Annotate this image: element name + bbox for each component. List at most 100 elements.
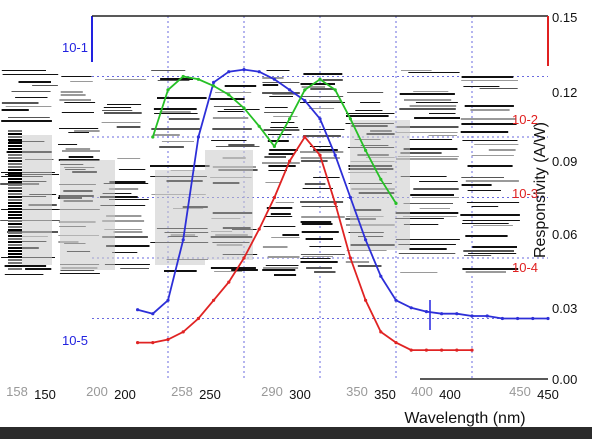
data-point	[364, 298, 368, 302]
noise-stripe	[8, 259, 22, 261]
data-point	[318, 153, 322, 157]
noise-stripe	[413, 91, 449, 92]
data-point	[257, 124, 261, 128]
noise-stripe	[8, 154, 22, 156]
noise-stripe	[462, 140, 518, 141]
noise-stripe	[160, 78, 193, 80]
noise-stripe	[215, 146, 260, 147]
noise-stripe	[103, 183, 149, 184]
noise-stripe	[357, 265, 382, 267]
noise-stripe	[309, 246, 342, 247]
noise-stripe	[262, 246, 288, 248]
noise-stripe	[462, 220, 520, 221]
noise-stripe	[300, 201, 344, 203]
noise-stripe	[100, 205, 146, 206]
x-tick-label: 150	[34, 387, 56, 402]
right-y-tick-label: 0.00	[552, 372, 577, 387]
noise-stripe	[263, 129, 300, 131]
x-tick-label: 300	[289, 387, 311, 402]
noise-stripe	[8, 184, 22, 186]
noise-stripe	[347, 92, 384, 93]
noise-stripe	[8, 193, 22, 195]
data-point	[485, 314, 489, 318]
noise-stripe	[462, 268, 519, 270]
noise-stripe	[301, 231, 339, 233]
noise-stripe	[8, 241, 22, 243]
noise-stripe	[265, 216, 293, 217]
noise-block	[22, 135, 52, 265]
noise-stripe	[215, 92, 252, 93]
right-y-tick-label: 0.03	[552, 301, 577, 316]
noise-stripe	[270, 213, 291, 215]
noise-stripe	[157, 97, 207, 99]
noise-stripe	[266, 207, 293, 209]
noise-stripe	[4, 265, 47, 267]
noise-stripe	[74, 130, 100, 132]
x-axis-title: Wavelength (nm)	[404, 410, 525, 427]
noise-stripe	[151, 128, 201, 130]
noise-stripe	[8, 148, 22, 150]
data-point	[272, 144, 276, 148]
x-tick-label: 200	[114, 387, 136, 402]
noise-stripe	[8, 211, 22, 213]
noise-stripe	[1, 102, 39, 104]
noise-stripe	[301, 206, 338, 207]
noise-stripe	[210, 98, 245, 100]
noise-stripe	[275, 202, 294, 203]
noise-stripe	[68, 132, 89, 133]
noise-stripe	[266, 70, 290, 71]
data-point	[348, 117, 352, 121]
noise-stripe	[8, 160, 22, 162]
data-point	[136, 308, 140, 312]
noise-stripe	[300, 102, 345, 103]
noise-stripe	[8, 214, 22, 216]
data-point	[212, 80, 216, 84]
noise-stripe	[403, 148, 458, 150]
noise-stripe	[103, 107, 132, 108]
noise-stripe	[8, 268, 22, 270]
noise-stripe	[224, 85, 257, 87]
data-point	[166, 337, 170, 342]
noise-stripe	[346, 113, 395, 114]
noise-stripe	[102, 110, 133, 111]
noise-stripe	[58, 144, 78, 145]
data-point	[227, 280, 231, 284]
noise-stripe	[268, 134, 292, 135]
noise-stripe	[466, 202, 520, 203]
x-tick-label: 250	[199, 387, 221, 402]
noise-stripe	[59, 99, 91, 101]
data-point	[424, 310, 428, 314]
noise-stripe	[262, 82, 300, 83]
noise-stripe	[300, 254, 345, 255]
noise-stripe	[465, 180, 519, 182]
noise-stripe	[409, 139, 453, 140]
noise-stripe	[61, 76, 92, 77]
noise-stripe	[303, 73, 343, 75]
noise-stripe	[263, 226, 296, 227]
noise-stripe	[413, 188, 459, 190]
noise-stripe	[310, 88, 334, 90]
noise-stripe	[151, 70, 186, 71]
noise-stripe	[8, 235, 22, 237]
noise-stripe	[107, 104, 142, 105]
data-point	[196, 135, 200, 139]
noise-stripe	[409, 105, 457, 107]
noise-stripe	[345, 261, 370, 263]
noise-stripe	[104, 112, 142, 114]
x-tick-ghost-label: 158	[6, 384, 28, 399]
noise-stripe	[8, 196, 22, 198]
noise-stripe	[264, 156, 286, 158]
noise-stripe	[59, 273, 100, 274]
noise-stripe	[8, 142, 22, 144]
noise-stripe	[213, 106, 243, 107]
noise-stripe	[60, 91, 83, 93]
noise-stripe	[223, 109, 260, 110]
noise-stripe	[8, 166, 22, 168]
noise-stripe	[274, 274, 297, 276]
noise-stripe	[461, 177, 504, 178]
data-point	[242, 68, 246, 72]
data-point	[394, 298, 398, 302]
noise-stripe	[2, 74, 59, 75]
noise-stripe	[463, 86, 500, 87]
